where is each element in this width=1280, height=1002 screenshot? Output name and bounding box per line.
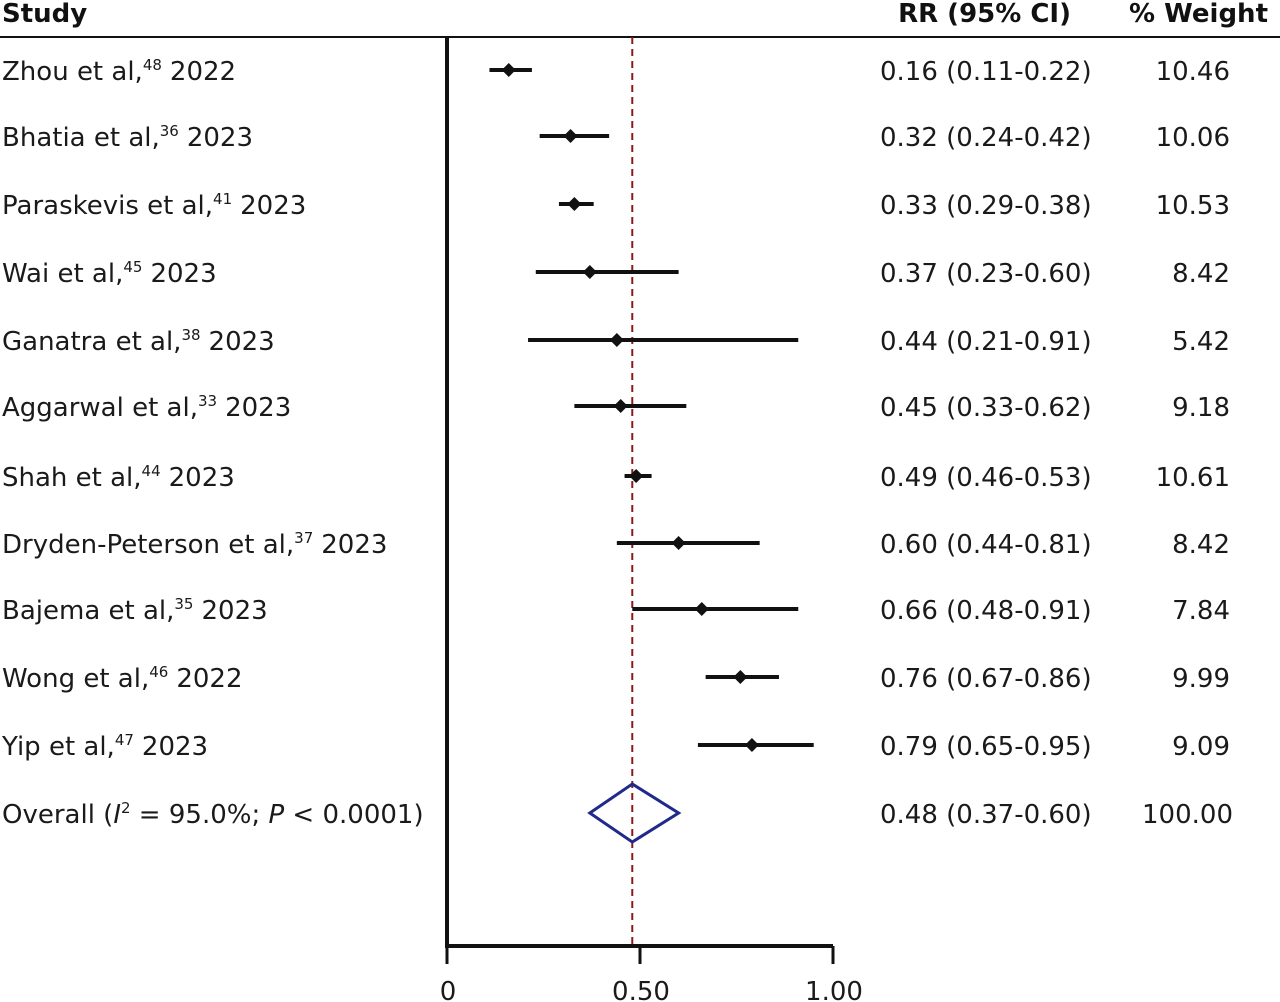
rr-ci-label: 0.16 (0.11-0.22) <box>880 57 1092 87</box>
point-estimate <box>671 536 686 550</box>
study-label: Ganatra et al,38 2023 <box>2 326 275 357</box>
study-label: Wong et al,46 2022 <box>2 663 242 694</box>
study-label: Shah et al,44 2023 <box>2 462 235 493</box>
chart-marks <box>489 63 814 752</box>
x-tick-label: 0 <box>440 977 457 1002</box>
weight-label: 10.46 <box>1156 57 1230 87</box>
header-study: Study <box>2 0 87 29</box>
rr-ci-label: 0.66 (0.48-0.91) <box>880 596 1092 626</box>
overall-rr-ci-label: 0.48 (0.37-0.60) <box>880 800 1092 830</box>
rr-ci-label: 0.60 (0.44-0.81) <box>880 530 1092 560</box>
study-label: Yip et al,47 2023 <box>1 731 208 762</box>
weight-label: 9.99 <box>1172 664 1230 694</box>
rr-ci-label: 0.49 (0.46-0.53) <box>880 463 1092 493</box>
rr-ci-label: 0.44 (0.21-0.91) <box>880 327 1092 357</box>
overall-row: Overall (I2 = 95.0%; P < 0.0001) 0.48 (0.… <box>2 782 1233 844</box>
overall-weight-label: 100.00 <box>1142 800 1233 830</box>
point-estimate <box>694 602 709 616</box>
weight-label: 8.42 <box>1172 259 1230 289</box>
weight-label: 7.84 <box>1172 596 1230 626</box>
point-estimate <box>567 197 582 211</box>
point-estimate <box>582 265 597 279</box>
study-label: Zhou et al,48 2022 <box>2 56 236 87</box>
point-estimate <box>733 670 748 684</box>
rr-ci-label: 0.37 (0.23-0.60) <box>880 259 1092 289</box>
rr-ci-label: 0.33 (0.29-0.38) <box>880 191 1092 221</box>
study-label: Bhatia et al,36 2023 <box>2 122 253 153</box>
study-label: Aggarwal et al,33 2023 <box>2 392 291 423</box>
header-weight: % Weight <box>1129 0 1268 29</box>
x-tick-label: 0.50 <box>612 977 670 1002</box>
x-tick-label: 1.00 <box>805 977 863 1002</box>
point-estimate <box>744 738 759 752</box>
weight-label: 9.18 <box>1172 393 1230 423</box>
rr-ci-label: 0.76 (0.67-0.86) <box>880 664 1092 694</box>
study-label: Paraskevis et al,41 2023 <box>2 190 306 221</box>
study-label: Wai et al,45 2023 <box>2 258 217 289</box>
weight-label: 5.42 <box>1172 327 1230 357</box>
rr-ci-label: 0.45 (0.33-0.62) <box>880 393 1092 423</box>
point-estimate <box>613 399 628 413</box>
overall-label: Overall (I2 = 95.0%; P < 0.0001) <box>2 799 424 830</box>
rr-ci-label: 0.79 (0.65-0.95) <box>880 732 1092 762</box>
x-axis-ticks: 0 0.50 1.00 <box>440 946 863 1002</box>
weight-label: 10.06 <box>1156 123 1230 153</box>
point-estimate <box>629 469 644 483</box>
weight-label: 9.09 <box>1172 732 1230 762</box>
point-estimate <box>563 129 578 143</box>
weight-label: 10.61 <box>1156 463 1230 493</box>
study-label: Dryden-Peterson et al,37 2023 <box>2 529 387 560</box>
study-rows: Zhou et al,48 2022 0.16 (0.11-0.22) 10.46 Bh… <box>1 56 1230 762</box>
point-estimate <box>609 333 624 347</box>
study-label: Bajema et al,35 2023 <box>2 595 268 626</box>
weight-label: 10.53 <box>1156 191 1230 221</box>
point-estimate <box>501 63 516 77</box>
header-effect: RR (95% CI) <box>898 0 1071 29</box>
overall-diamond <box>587 782 682 844</box>
rr-ci-label: 0.32 (0.24-0.42) <box>880 123 1092 153</box>
weight-label: 8.42 <box>1172 530 1230 560</box>
